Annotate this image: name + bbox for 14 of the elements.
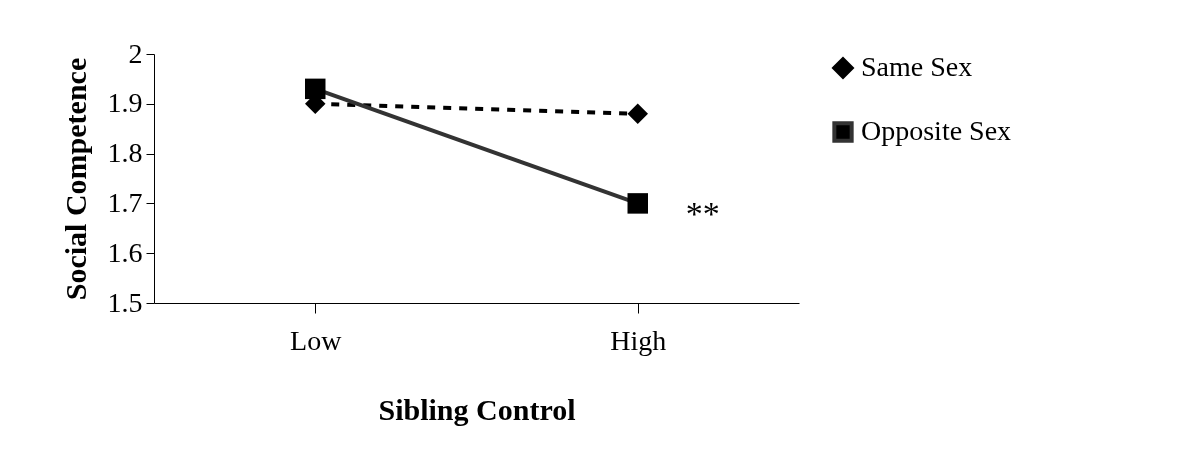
x-axis-title: Sibling Control <box>378 392 576 426</box>
point <box>627 103 648 125</box>
legend-label: Opposite Sex <box>861 115 1012 146</box>
y-tick-label: 1.6 <box>107 236 143 268</box>
y-tick-label: 1.5 <box>107 286 143 318</box>
y-tick-label: 1.8 <box>107 137 143 169</box>
x-tick-label: Low <box>290 324 343 356</box>
legend-label: Same Sex <box>861 51 973 82</box>
y-axis-title: Social Competence <box>58 57 92 301</box>
y-tick-label: 2 <box>128 37 143 69</box>
y-tick-label: 1.7 <box>107 186 143 218</box>
y-tick-label: 1.9 <box>107 87 143 119</box>
annotation: ** <box>685 195 720 233</box>
x-tick-label: High <box>610 324 667 356</box>
